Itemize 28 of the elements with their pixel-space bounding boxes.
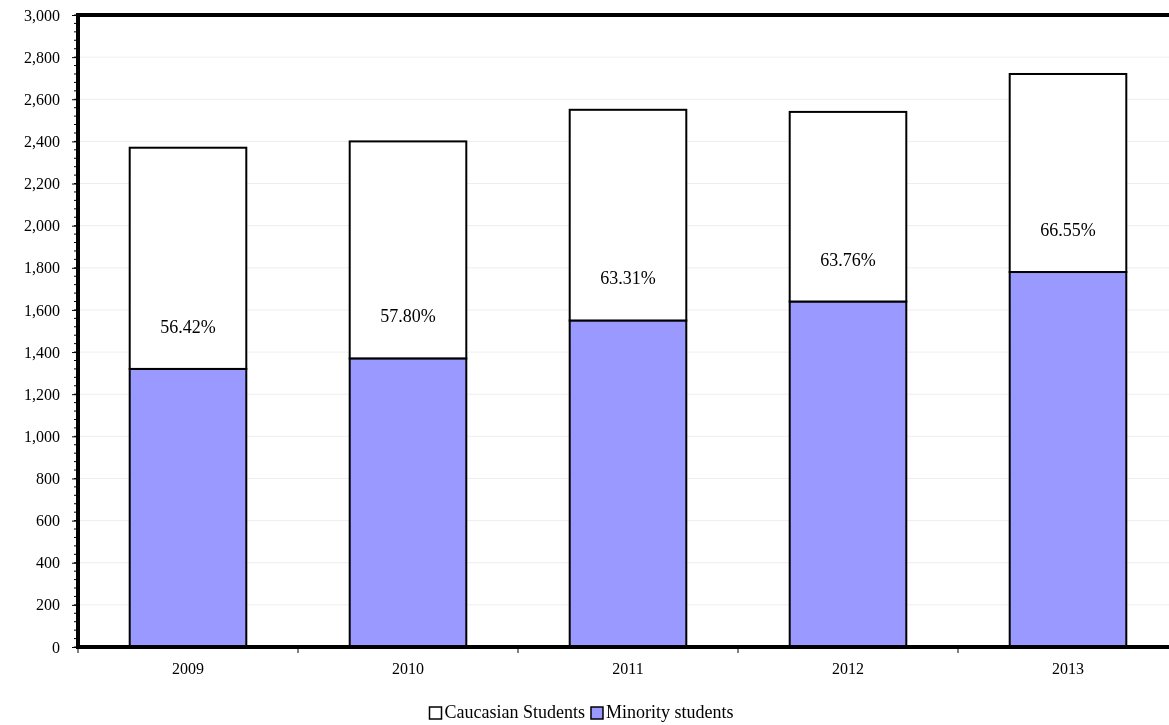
y-tick-label: 1,000 xyxy=(24,427,60,445)
annotation: 66.55% xyxy=(1040,220,1096,241)
y-tick-label: 600 xyxy=(36,512,60,530)
y-tick-label: 1,400 xyxy=(24,343,60,361)
legend-label: Minority students xyxy=(605,702,734,722)
legend-label: Caucasian Students xyxy=(444,702,585,722)
y-tick-label: 2,800 xyxy=(24,48,60,66)
x-tick-label: 2013 xyxy=(1052,660,1084,678)
x-tick-label: 2010 xyxy=(392,660,424,678)
annotation: 63.76% xyxy=(820,249,876,270)
annotation: 63.31% xyxy=(600,268,656,289)
y-tick-label: 1,200 xyxy=(24,385,60,403)
y-tick-label: 2,000 xyxy=(24,217,60,235)
y-tick-label: 2,600 xyxy=(24,90,60,108)
y-tick-label: 2,200 xyxy=(24,175,60,193)
y-tick-label: 0 xyxy=(52,638,60,656)
x-tick-label: 2012 xyxy=(832,660,864,678)
annotation: 56.42% xyxy=(160,316,216,337)
y-tick-label: 800 xyxy=(36,470,60,488)
y-tick-label: 1,600 xyxy=(24,301,60,319)
annotation: 57.80% xyxy=(380,306,436,327)
y-tick-label: 3,000 xyxy=(24,6,60,24)
y-tick-label: 200 xyxy=(36,596,60,614)
y-tick-label: 2,400 xyxy=(24,133,60,151)
x-tick-label: 2009 xyxy=(172,660,204,678)
x-tick-label: 2011 xyxy=(612,660,644,678)
y-tick-label: 400 xyxy=(36,554,60,572)
y-tick-label: 1,800 xyxy=(24,259,60,277)
